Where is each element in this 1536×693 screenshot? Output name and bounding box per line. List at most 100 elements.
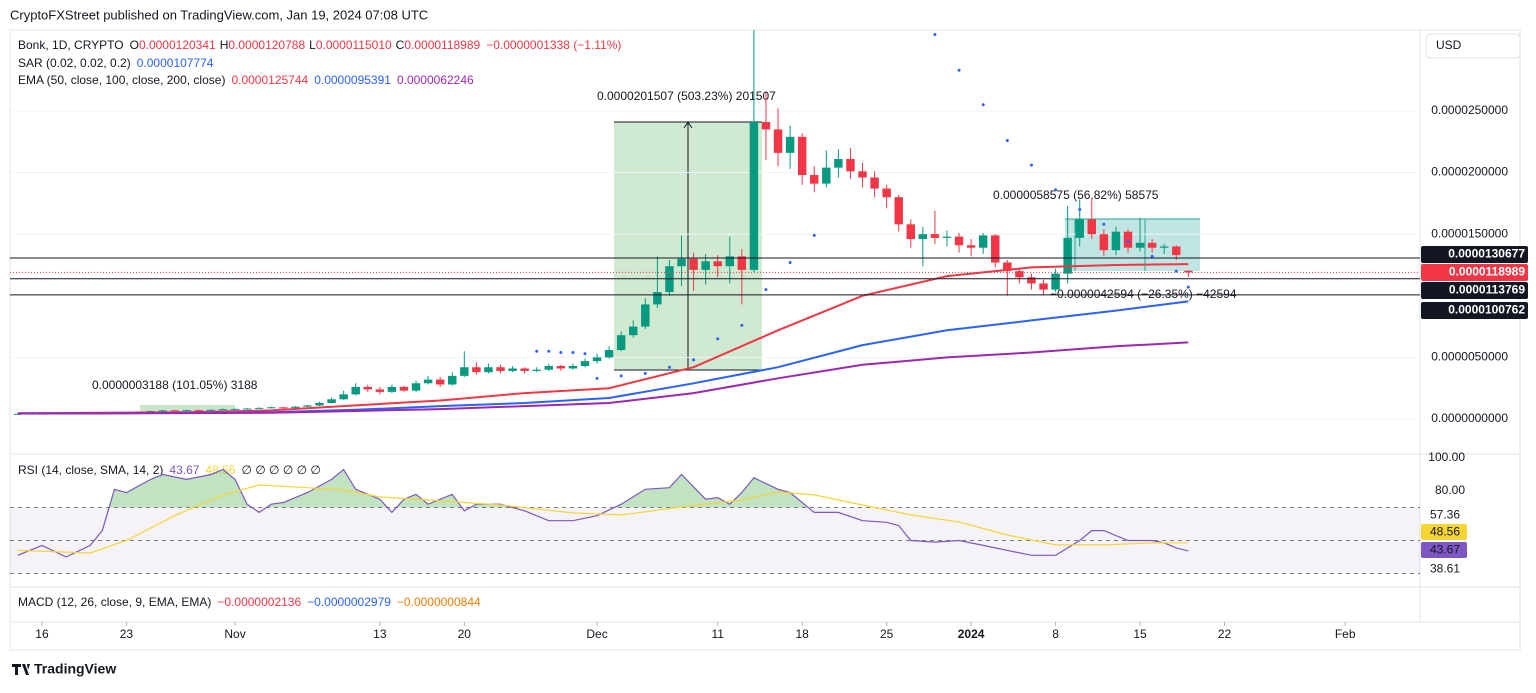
- candle-body: [966, 245, 976, 248]
- sar-dot: [1078, 208, 1082, 212]
- candle-body: [399, 386, 409, 391]
- x-tick-label: 18: [796, 627, 810, 641]
- candle-body: [846, 159, 855, 172]
- currency[interactable]: USD: [1436, 38, 1462, 52]
- measure-arrow-head: [683, 121, 693, 129]
- candle-body: [930, 234, 940, 238]
- sar-dot: [933, 33, 937, 37]
- indicator-value: 0.0000107774: [137, 56, 214, 70]
- candle-body: [182, 410, 192, 412]
- candle-body: [918, 234, 928, 240]
- indicator-label: SAR (0.02, 0.02, 0.2): [18, 56, 131, 70]
- indicator-value: 0.0000095391: [314, 73, 391, 87]
- legend-line: RSI (14, close, SMA, 14, 2) 43.67 48.56 ∅ ∅…: [18, 463, 321, 477]
- sar-dot: [559, 350, 563, 354]
- indicator-label: RSI (14, close, SMA, 14, 2): [18, 463, 163, 477]
- legend-line: SAR (0.02, 0.02, 0.2) 0.0000107774: [18, 56, 214, 70]
- measure-label: 0.0000058575 (56.82%) 58575: [993, 188, 1159, 202]
- candle-body: [568, 366, 578, 369]
- rsi-line: [17, 468, 1189, 558]
- candle-body: [411, 383, 421, 391]
- candle-body: [1172, 246, 1181, 256]
- x-tick-label: 15: [1133, 627, 1147, 641]
- x-tick-label: 20: [458, 627, 472, 641]
- legend-line: Bonk, 1D, CRYPTO O0.0000120341 H0.00001207…: [18, 38, 621, 52]
- candle-body: [882, 188, 891, 198]
- candle-body: [592, 357, 602, 362]
- sar-dot: [1102, 222, 1106, 226]
- indicator-value: 43.67: [169, 463, 199, 477]
- candle-body: [206, 409, 216, 411]
- price-label: 0.0000118989: [1449, 265, 1525, 279]
- currency-button[interactable]: [1425, 33, 1521, 59]
- x-tick-label: Nov: [224, 627, 245, 641]
- rsi-axis-label: 57.36: [1430, 508, 1460, 522]
- candle-body: [339, 394, 348, 400]
- candle-body: [810, 175, 819, 184]
- x-tick-label: 8: [1052, 627, 1059, 641]
- ohlc-key: O: [130, 38, 139, 52]
- candle-body: [701, 261, 710, 270]
- y-tick-label: 100.00: [1428, 450, 1465, 464]
- sar-dot: [1029, 163, 1033, 167]
- indicator-value: ∅ ∅ ∅ ∅ ∅ ∅: [241, 463, 320, 477]
- candle-body: [749, 122, 759, 270]
- candle-body: [170, 410, 179, 412]
- candle-body: [834, 159, 843, 168]
- candle-body: [641, 304, 650, 327]
- sar-dot: [595, 376, 599, 380]
- logo-mark: [12, 664, 30, 675]
- candle-body: [773, 129, 783, 153]
- candle-body: [894, 197, 903, 225]
- candle-body: [906, 224, 916, 240]
- y-tick-label: 0.0000050000: [1431, 350, 1508, 364]
- candle-body: [1051, 273, 1060, 290]
- change: −0.0000001338 (−1.11%): [486, 38, 621, 52]
- ohlc-value: 0.0000120788: [228, 38, 305, 52]
- candle-body: [942, 236, 952, 238]
- sar-dot: [583, 352, 587, 356]
- price-label: 0.0000100762: [1448, 303, 1525, 317]
- measure-label: 0.0000003188 (101.05%) 3188: [92, 378, 258, 392]
- x-tick-label: 23: [120, 627, 134, 641]
- ohlc-value: 0.0000120341: [139, 38, 216, 52]
- candle-body: [785, 136, 795, 153]
- rsi-axis-label: 48.56: [1430, 525, 1460, 539]
- sar-dot: [1005, 139, 1009, 143]
- x-tick-label: 11: [711, 627, 724, 641]
- publisher: CryptoFXStreet published on TradingView.…: [10, 7, 428, 22]
- indicator-label: MACD (12, 26, close, 9, EMA, EMA): [18, 595, 211, 609]
- indicator-value: 0.0000062246: [397, 73, 474, 87]
- x-tick-label: 22: [1218, 627, 1232, 641]
- sar-dot: [740, 323, 744, 327]
- sar-dot: [643, 371, 647, 375]
- candle-body: [1135, 242, 1145, 248]
- rsi-pane: [10, 468, 1420, 574]
- candle-body: [1015, 271, 1024, 278]
- ohlc-key: H: [220, 38, 229, 52]
- candle-body: [870, 177, 879, 189]
- candle-body: [604, 349, 614, 358]
- candle-body: [1147, 242, 1157, 248]
- candle-body: [351, 386, 360, 395]
- candle-body: [1159, 246, 1169, 248]
- candle-body: [315, 402, 324, 406]
- rsi-overbought-fill: [109, 469, 809, 508]
- y-tick-label: 80.00: [1435, 483, 1465, 497]
- candle-body: [423, 379, 433, 384]
- legend-line: EMA (50, close, 100, close, 200, close) 0…: [18, 73, 474, 87]
- candle-body: [508, 368, 517, 371]
- sar-dot: [571, 350, 575, 354]
- candle-body: [460, 367, 469, 376]
- candle-body: [797, 136, 807, 176]
- rsi-label-box: [1421, 542, 1467, 558]
- candle-body: [1063, 237, 1072, 274]
- ohlc-value: 0.0000118989: [404, 38, 480, 52]
- candle-body: [713, 261, 722, 267]
- candle-body: [363, 386, 373, 390]
- price-label-box: [1421, 246, 1528, 263]
- sar-dot: [764, 288, 768, 292]
- indicator-value: −0.0000002136: [217, 595, 301, 609]
- candle-body: [761, 122, 771, 130]
